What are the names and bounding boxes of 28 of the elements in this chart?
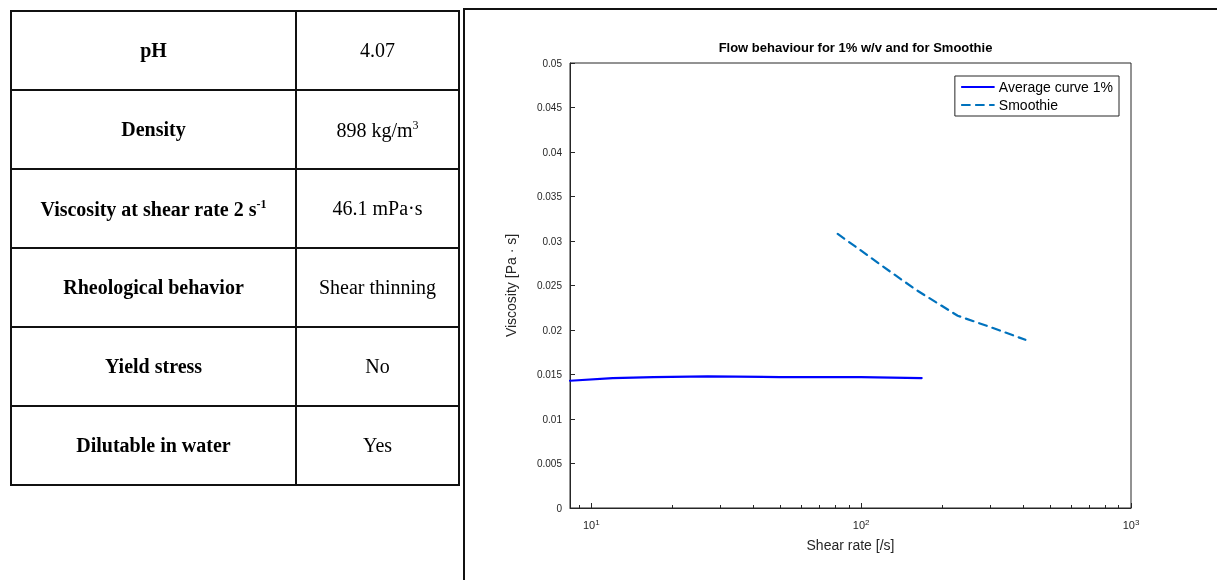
- text: No: [296, 327, 459, 406]
- y-axis-title: Viscosity [Pa · s]: [503, 233, 519, 338]
- legend-label: Smoothie: [998, 97, 1059, 113]
- y-tick-label: 0.015: [536, 369, 563, 380]
- text: Dilutable in water: [11, 406, 296, 485]
- y-tick-label: 0.045: [536, 102, 563, 113]
- y-tick-label: 0.035: [536, 191, 563, 202]
- text: Density: [11, 90, 296, 169]
- text: Yield stress: [11, 327, 296, 406]
- y-tick-label: 0.02: [542, 324, 563, 336]
- y-tick-label: 0.01: [542, 413, 563, 425]
- text: Rheological behavior: [11, 248, 296, 327]
- y-tick-label: 0.05: [542, 57, 563, 69]
- text: 4.07: [296, 11, 459, 90]
- y-tick-label: 0.04: [542, 146, 563, 158]
- chart-title: Flow behaviour for 1% w/v and for Smoothie: [718, 40, 993, 55]
- text: Yes: [296, 406, 459, 485]
- text: 46.1 mPa·s: [296, 169, 459, 248]
- text: pH: [11, 11, 296, 90]
- x-axis-title: Shear rate [/s]: [806, 537, 895, 553]
- text: Viscosity at shear rate 2 s$^{-1}$: [11, 169, 296, 248]
- y-tick-label: 0.03: [542, 235, 563, 247]
- text: Shear thinning: [296, 248, 459, 327]
- legend-label: Average curve 1%: [998, 79, 1113, 95]
- text: 898 kg/m$^{3}$: [296, 90, 459, 169]
- y-tick-label: 0.025: [536, 280, 563, 291]
- y-tick-label: 0.005: [536, 458, 563, 469]
- y-tick-label: 0: [556, 502, 563, 514]
